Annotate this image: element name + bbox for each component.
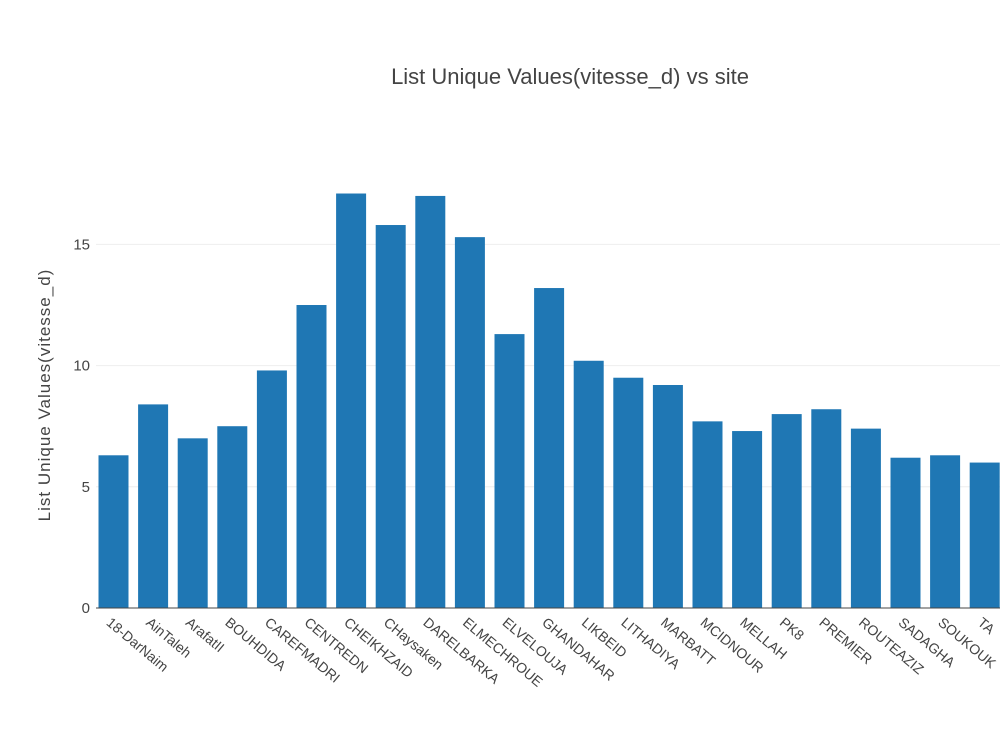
- y-tick-label: 10: [73, 358, 90, 375]
- bar: [177, 438, 208, 608]
- bar: [613, 377, 644, 608]
- bar: [217, 426, 248, 608]
- y-axis-ticks: 0 5 10 15: [73, 236, 90, 617]
- bar: [138, 404, 169, 608]
- bar: [811, 409, 842, 608]
- bar: [930, 455, 961, 608]
- bar: [969, 462, 1000, 608]
- bars: [98, 193, 1000, 609]
- bar: [573, 360, 604, 608]
- bar: [98, 455, 129, 608]
- bar: [336, 193, 367, 608]
- bar: [692, 421, 723, 608]
- bar: [415, 195, 446, 608]
- bar: [256, 370, 287, 608]
- x-tick-label: PK8: [777, 614, 808, 643]
- bar: [534, 288, 565, 608]
- chart-title: List Unique Values(vitesse_d) vs site: [391, 64, 749, 89]
- bar: [296, 305, 327, 608]
- bar: [652, 385, 683, 608]
- bar: [454, 237, 485, 609]
- bar: [771, 414, 802, 608]
- x-tick-label: TA: [975, 614, 999, 638]
- y-tick-label: 0: [82, 600, 90, 617]
- bar: [732, 431, 763, 608]
- y-tick-label: 5: [82, 479, 90, 496]
- bar: [850, 428, 881, 608]
- y-tick-label: 15: [73, 236, 90, 253]
- bar: [375, 225, 406, 609]
- y-axis-label: List Unique Values(vitesse_d): [35, 269, 54, 522]
- bar: [494, 334, 525, 608]
- x-axis-ticks: 18-DarNaimAinTalehArafatIIBOUHDIDACAREFM…: [104, 614, 1000, 690]
- bar: [890, 457, 921, 608]
